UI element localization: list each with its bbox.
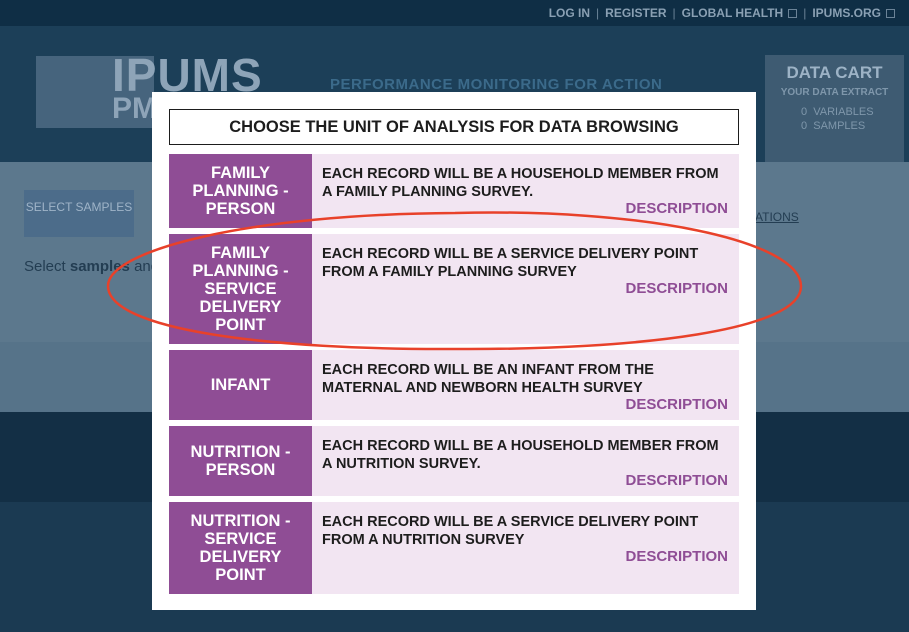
separator: | [672, 6, 676, 20]
option-family-planning-person[interactable]: FAMILY PLANNING - PERSON EACH RECORD WIL… [169, 154, 739, 228]
data-cart[interactable]: DATA CART YOUR DATA EXTRACT 0 VARIABLES … [765, 55, 904, 162]
modal-title: CHOOSE THE UNIT OF ANALYSIS FOR DATA BRO… [169, 109, 739, 145]
option-body: EACH RECORD WILL BE AN INFANT FROM THE M… [312, 350, 739, 420]
description-link[interactable]: DESCRIPTION [625, 548, 728, 565]
register-link[interactable]: REGISTER [605, 6, 667, 20]
select-samples-button[interactable]: SELECT SAMPLES [24, 190, 134, 237]
ipums-org-link[interactable]: IPUMS.ORG [812, 6, 881, 20]
top-bar: LOG IN | REGISTER | GLOBAL HEALTH | IPUMS.ORG [0, 0, 909, 26]
option-label[interactable]: FAMILY PLANNING - PERSON [169, 154, 312, 228]
samples-count: 0 [801, 120, 808, 132]
login-link[interactable]: LOG IN [548, 6, 591, 20]
variables-count-row: 0 VARIABLES [801, 106, 874, 118]
option-description: EACH RECORD WILL BE A HOUSEHOLD MEMBER F… [322, 438, 719, 472]
partial-link[interactable]: ATIONS [755, 210, 799, 224]
option-description: EACH RECORD WILL BE A HOUSEHOLD MEMBER F… [322, 166, 719, 200]
description-link[interactable]: DESCRIPTION [625, 280, 728, 297]
option-label[interactable]: FAMILY PLANNING - SERVICE DELIVERY POINT [169, 234, 312, 344]
external-link-icon [886, 9, 895, 19]
samples-count-row: 0 SAMPLES [801, 120, 865, 132]
samples-label: SAMPLES [813, 120, 866, 132]
separator: | [596, 6, 600, 20]
unit-of-analysis-modal: CHOOSE THE UNIT OF ANALYSIS FOR DATA BRO… [152, 92, 756, 610]
option-description: EACH RECORD WILL BE A SERVICE DELIVERY P… [322, 514, 699, 548]
description-link[interactable]: DESCRIPTION [625, 200, 728, 217]
global-health-link[interactable]: GLOBAL HEALTH [681, 6, 784, 20]
option-infant[interactable]: INFANT EACH RECORD WILL BE AN INFANT FRO… [169, 350, 739, 420]
description-link[interactable]: DESCRIPTION [625, 472, 728, 489]
data-cart-subtitle: YOUR DATA EXTRACT [780, 87, 889, 98]
option-nutrition-person[interactable]: NUTRITION - PERSON EACH RECORD WILL BE A… [169, 426, 739, 496]
option-body: EACH RECORD WILL BE A HOUSEHOLD MEMBER F… [312, 426, 739, 496]
separator: | [803, 6, 807, 20]
variables-count: 0 [801, 106, 808, 118]
option-description: EACH RECORD WILL BE AN INFANT FROM THE M… [322, 362, 654, 396]
select-instructions: Select samples and [24, 258, 159, 275]
select-text-prefix: Select [24, 258, 70, 275]
option-family-planning-sdp[interactable]: FAMILY PLANNING - SERVICE DELIVERY POINT… [169, 234, 739, 344]
variables-label: VARIABLES [813, 106, 874, 118]
option-label[interactable]: INFANT [169, 350, 312, 420]
option-body: EACH RECORD WILL BE A HOUSEHOLD MEMBER F… [312, 154, 739, 228]
samples-link[interactable]: samples [69, 258, 130, 275]
ipums-globe-logo-icon[interactable] [36, 56, 154, 128]
site-tagline: PERFORMANCE MONITORING FOR ACTION [330, 76, 663, 93]
data-cart-title: DATA CART [786, 63, 883, 82]
option-nutrition-sdp[interactable]: NUTRITION - SERVICE DELIVERY POINT EACH … [169, 502, 739, 594]
external-link-icon [788, 9, 798, 19]
description-link[interactable]: DESCRIPTION [625, 396, 728, 413]
option-body: EACH RECORD WILL BE A SERVICE DELIVERY P… [312, 234, 739, 344]
option-description: EACH RECORD WILL BE A SERVICE DELIVERY P… [322, 246, 699, 280]
option-label[interactable]: NUTRITION - SERVICE DELIVERY POINT [169, 502, 312, 594]
option-label[interactable]: NUTRITION - PERSON [169, 426, 312, 496]
option-body: EACH RECORD WILL BE A SERVICE DELIVERY P… [312, 502, 739, 594]
logo-subtext: PM [112, 92, 157, 125]
top-links: LOG IN | REGISTER | GLOBAL HEALTH | IPUMS.ORG [549, 6, 895, 20]
